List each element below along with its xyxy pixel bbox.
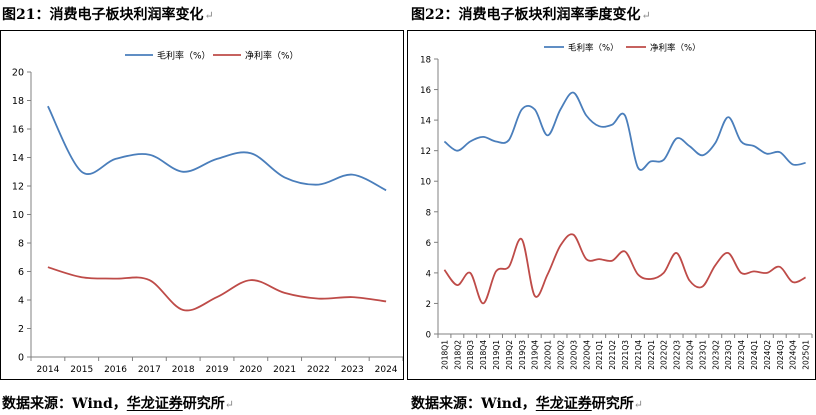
quarterly-legend-label-net: 净利率（%） [650, 43, 701, 54]
quarterly-y-tick-label: 2 [426, 300, 431, 310]
annual-legend-label-net: 净利率（%） [245, 50, 299, 62]
annual-x-tick-label: 2018 [172, 365, 195, 375]
source-suffix: 研究所 [591, 396, 634, 412]
source-brand: 华龙证券 [126, 396, 183, 412]
quarterly-x-tick-label: 2022Q2 [660, 340, 669, 370]
quarterly-legend-label-gross: 毛利率（%） [568, 43, 619, 54]
annual-x-tick-label: 2019 [206, 365, 229, 375]
quarterly-x-tick-label: 2023Q2 [711, 340, 720, 370]
annual-y-tick-label: 10 [12, 210, 24, 221]
quarterly-y-tick-label: 0 [426, 331, 431, 341]
data-source-note-right: 数据来源：Wind，华龙证券研究所↵ [411, 393, 643, 413]
annual-x-tick-label: 2016 [104, 365, 127, 375]
annual-y-tick-label: 0 [18, 353, 24, 364]
annual-legend-label-gross: 毛利率（%） [157, 50, 211, 62]
annual-x-tick-label: 2023 [341, 365, 364, 375]
chart-title-annual: 图21：消费电子板块利润率变化↵ [2, 4, 214, 24]
quarterly-x-tick-label: 2020Q3 [569, 340, 578, 370]
quarterly-x-tick-label: 2021Q2 [608, 340, 617, 370]
quarterly-x-tick-label: 2023Q3 [724, 340, 733, 370]
quarterly-x-tick-label: 2018Q1 [440, 340, 449, 370]
annual-y-tick-label: 20 [12, 68, 24, 79]
annual-series-line-net-margin [47, 266, 387, 312]
annual-series-line-gross-margin [47, 105, 387, 192]
quarterly-y-tick-label: 16 [420, 86, 431, 96]
chart-title-quarterly-text: 图22：消费电子板块利润率季度变化 [411, 7, 641, 23]
annual-x-tick-label: 2015 [70, 365, 93, 375]
quarterly-x-tick-label: 2022Q3 [673, 340, 682, 370]
quarterly-x-tick-label: 2018Q4 [479, 340, 488, 370]
annual-y-tick-label: 14 [12, 153, 24, 164]
quarterly-y-tick-label: 14 [420, 117, 431, 127]
source-prefix: 数据来源：Wind， [411, 396, 536, 412]
paragraph-mark-icon: ↵ [224, 398, 234, 411]
annual-y-tick-label: 6 [18, 267, 24, 278]
paragraph-mark-icon: ↵ [633, 398, 643, 411]
quarterly-x-tick-label: 2018Q3 [466, 340, 475, 370]
chart-title-quarterly: 图22：消费电子板块利润率季度变化↵ [411, 4, 651, 24]
quarterly-x-tick-label: 2023Q1 [698, 340, 707, 370]
quarterly-y-tick-label: 8 [426, 208, 431, 218]
quarterly-y-tick-label: 18 [420, 56, 431, 66]
quarterly-x-tick-label: 2018Q2 [453, 340, 462, 370]
quarterly-x-tick-label: 2024Q2 [763, 340, 772, 370]
source-suffix: 研究所 [182, 396, 225, 412]
annual-y-tick-label: 16 [12, 125, 24, 136]
quarterly-y-tick-label: 6 [426, 239, 431, 249]
quarterly-x-tick-label: 2022Q4 [685, 340, 694, 370]
quarterly-x-tick-label: 2024Q4 [789, 340, 798, 370]
data-source-note-left: 数据来源：Wind，华龙证券研究所↵ [2, 393, 234, 413]
quarterly-series-line-net-margin [443, 233, 806, 305]
quarterly-y-tick-label: 10 [420, 178, 431, 188]
annual-x-tick-label: 2017 [138, 365, 161, 375]
annual-y-tick-label: 12 [12, 182, 24, 193]
annual-margin-chart: 毛利率（%） 净利率（%） 0 2 4 6 8 10 12 14 16 18 20 2014 2015 201… [12, 50, 403, 375]
paragraph-mark-icon: ↵ [204, 9, 214, 22]
quarterly-x-tick-label: 2019Q1 [492, 340, 501, 370]
quarterly-x-tick-label: 2022Q1 [647, 340, 656, 370]
source-brand: 华龙证券 [535, 396, 592, 412]
quarterly-x-tick-label: 2019Q4 [531, 340, 540, 370]
quarterly-x-tick-label: 2020Q2 [557, 340, 566, 370]
quarterly-x-tick-label: 2023Q4 [737, 340, 746, 370]
quarterly-margin-chart: 毛利率（%） 净利率（%） 0 2 4 6 8 10 12 14 16 18 2018Q1 2018Q2 2… [420, 43, 813, 370]
quarterly-x-tick-label: 2024Q3 [776, 340, 785, 370]
quarterly-x-tick-label: 2024Q1 [750, 340, 759, 370]
quarterly-y-tick-label: 12 [420, 147, 431, 157]
quarterly-x-tick-label: 2025Q1 [802, 340, 811, 370]
quarterly-x-tick-label: 2021Q4 [634, 340, 643, 370]
annual-x-tick-label: 2014 [36, 365, 59, 375]
annual-y-tick-label: 8 [18, 239, 24, 250]
annual-x-tick-label: 2021 [273, 365, 296, 375]
annual-x-tick-label: 2024 [375, 365, 398, 375]
paragraph-mark-icon: ↵ [641, 9, 651, 22]
annual-y-tick-label: 4 [18, 296, 24, 307]
annual-x-tick-label: 2020 [239, 365, 262, 375]
quarterly-x-tick-label: 2020Q4 [582, 340, 591, 370]
quarterly-series-line-gross-margin [443, 91, 806, 171]
quarterly-x-tick-label: 2021Q1 [595, 340, 604, 370]
chart-title-annual-text: 图21：消费电子板块利润率变化 [2, 7, 204, 23]
annual-x-tick-label: 2022 [307, 365, 330, 375]
source-prefix: 数据来源：Wind， [2, 396, 127, 412]
quarterly-x-tick-label: 2019Q3 [518, 340, 527, 370]
quarterly-x-tick-label: 2019Q2 [505, 340, 514, 370]
annual-y-tick-label: 18 [12, 96, 24, 107]
annual-y-tick-label: 2 [18, 324, 24, 335]
annual-margin-chart-panel: 毛利率（%） 净利率（%） 0 2 4 6 8 10 12 14 16 18 20 2014 2015 201… [0, 30, 404, 380]
quarterly-x-tick-label: 2021Q3 [621, 340, 630, 370]
quarterly-x-tick-label: 2020Q1 [544, 340, 553, 370]
quarterly-y-tick-label: 4 [426, 269, 431, 279]
quarterly-margin-chart-panel: 毛利率（%） 净利率（%） 0 2 4 6 8 10 12 14 16 18 2018Q1 2018Q2 2… [407, 30, 816, 380]
